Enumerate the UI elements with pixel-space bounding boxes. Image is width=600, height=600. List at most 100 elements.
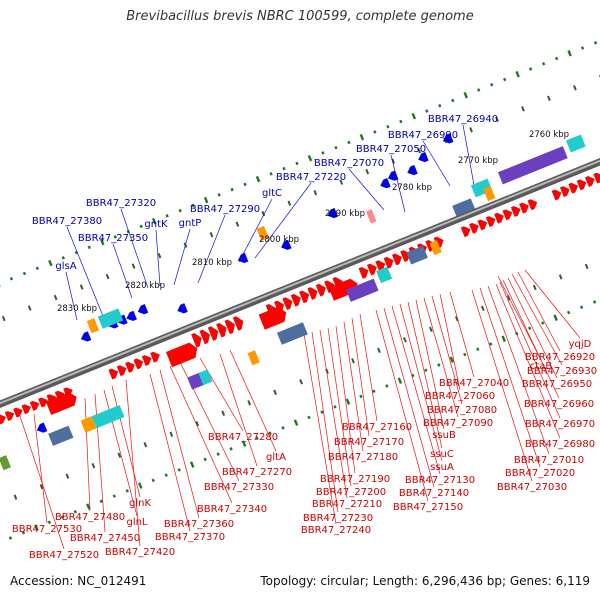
scale-label: 2810 kbp: [192, 258, 232, 268]
lower-leader-line: [125, 379, 141, 547]
scale-tick-upper: [61, 256, 65, 260]
scale-tick-lower: [241, 440, 247, 447]
forward-gene-arrow: [391, 253, 402, 266]
lower-gene-label: BBR47_27240: [301, 525, 371, 536]
reverse-gene-arrow: [137, 304, 149, 315]
feature-block: [91, 404, 125, 429]
reverse-gene-arrow: [126, 310, 137, 321]
inner-tick-lower: [532, 284, 537, 291]
scale-tick-lower: [268, 431, 272, 435]
scale-tick-lower: [553, 314, 558, 321]
inner-tick-lower: [39, 483, 44, 490]
feature-block: [198, 369, 213, 386]
lower-leader-line: [303, 333, 337, 525]
lower-leader-line: [19, 415, 65, 550]
inner-tick-upper: [365, 169, 370, 175]
lower-gene-label: BBR47_27020: [505, 468, 575, 479]
scale-tick-lower: [385, 384, 389, 388]
lower-gene-label: BBR47_26950: [522, 379, 592, 390]
lower-leader-line: [229, 349, 277, 452]
scale-tick-upper: [463, 92, 468, 99]
forward-gene-arrow: [199, 329, 210, 345]
lower-gene-label: BBR47_26970: [525, 419, 595, 430]
upper-leader-line: [254, 182, 312, 259]
forward-gene-arrow: [224, 319, 235, 335]
forward-gene-arrow: [165, 342, 198, 368]
inner-tick-lower: [377, 347, 381, 354]
forward-gene-arrow: [510, 206, 521, 217]
inner-tick-lower: [247, 400, 252, 406]
reverse-gene-arrow: [388, 170, 399, 181]
lower-leader-line: [351, 317, 370, 437]
upper-leader-line: [120, 208, 149, 289]
lower-leader-line: [219, 353, 258, 467]
inner-tick-upper: [313, 190, 318, 196]
scale-tick-upper: [203, 196, 209, 204]
forward-gene-arrow: [366, 263, 377, 276]
scale-label: 2780 kbp: [392, 183, 432, 193]
scale-tick-upper: [48, 259, 53, 267]
lower-gene-label: BBR47_27060: [425, 391, 495, 402]
inner-tick-upper: [573, 85, 577, 91]
lower-gene-label: BBR47_27280: [208, 432, 278, 443]
lower-gene-label: BBR47_26920: [525, 352, 595, 363]
upper-leader-line: [66, 226, 108, 327]
forward-gene-arrow: [551, 189, 562, 201]
scale-tick-upper: [243, 182, 247, 187]
lower-leader-line: [149, 373, 191, 532]
scale-tick-lower: [359, 394, 363, 399]
inner-tick-upper: [157, 252, 162, 259]
lower-leader-line: [335, 325, 356, 474]
scale-label: 2790 kbp: [325, 209, 365, 219]
lower-leader-line: [375, 309, 429, 502]
inner-tick-upper: [79, 284, 84, 290]
lower-gene-label: BBR47_27150: [393, 502, 463, 513]
feature-block: [497, 146, 568, 185]
upper-leader-line: [348, 168, 385, 211]
inner-tick-lower: [403, 337, 407, 343]
scale-label: 2760 kbp: [529, 130, 569, 140]
scale-tick-upper: [307, 154, 313, 162]
inner-tick-lower: [584, 263, 589, 270]
feature-block: [247, 350, 260, 366]
scale-tick-lower: [397, 377, 403, 384]
scale-tick-upper: [438, 103, 442, 108]
upper-gene-label: gntK: [144, 219, 168, 230]
lower-gene-label: BBR47_26980: [525, 439, 595, 450]
scale-tick-upper: [477, 88, 481, 92]
inner-tick-upper: [53, 294, 58, 301]
scale-tick-lower: [203, 457, 207, 462]
forward-gene-arrow: [45, 392, 77, 415]
feature-block: [0, 455, 11, 471]
scale-tick-upper: [554, 56, 559, 61]
feature-block: [80, 416, 97, 433]
forward-gene-arrow: [216, 322, 227, 338]
scale-tick-lower: [592, 300, 597, 304]
scale-tick-upper: [399, 119, 403, 124]
lower-leader-line: [319, 329, 348, 499]
scale-tick-upper: [503, 77, 507, 82]
lower-gene-label: BBR47_26930: [527, 366, 597, 377]
forward-gene-arrow: [485, 216, 496, 228]
lower-leader-line: [524, 269, 581, 339]
scale-tick-upper: [139, 224, 143, 229]
feature-block: [565, 134, 586, 153]
forward-gene-arrow: [568, 182, 579, 194]
lower-gene-label: BBR47_27210: [312, 499, 382, 510]
scale-tick-lower: [437, 363, 441, 367]
feature-block: [48, 425, 74, 446]
scale-tick-lower: [463, 352, 467, 357]
lower-leader-line: [431, 295, 463, 405]
forward-gene-arrow: [125, 361, 135, 373]
feature-block: [483, 186, 496, 202]
inner-tick-lower: [480, 305, 485, 312]
leader-line-layer: [19, 124, 581, 550]
scale-tick-upper: [425, 109, 429, 113]
scale-tick-lower: [566, 310, 571, 315]
scale-tick-lower: [138, 482, 143, 489]
scale-tick-lower: [189, 461, 195, 468]
reverse-gene-arrow: [80, 331, 92, 342]
inner-tick-upper: [105, 273, 110, 280]
lower-leader-line: [199, 357, 244, 432]
reverse-gene-arrow: [281, 239, 292, 250]
